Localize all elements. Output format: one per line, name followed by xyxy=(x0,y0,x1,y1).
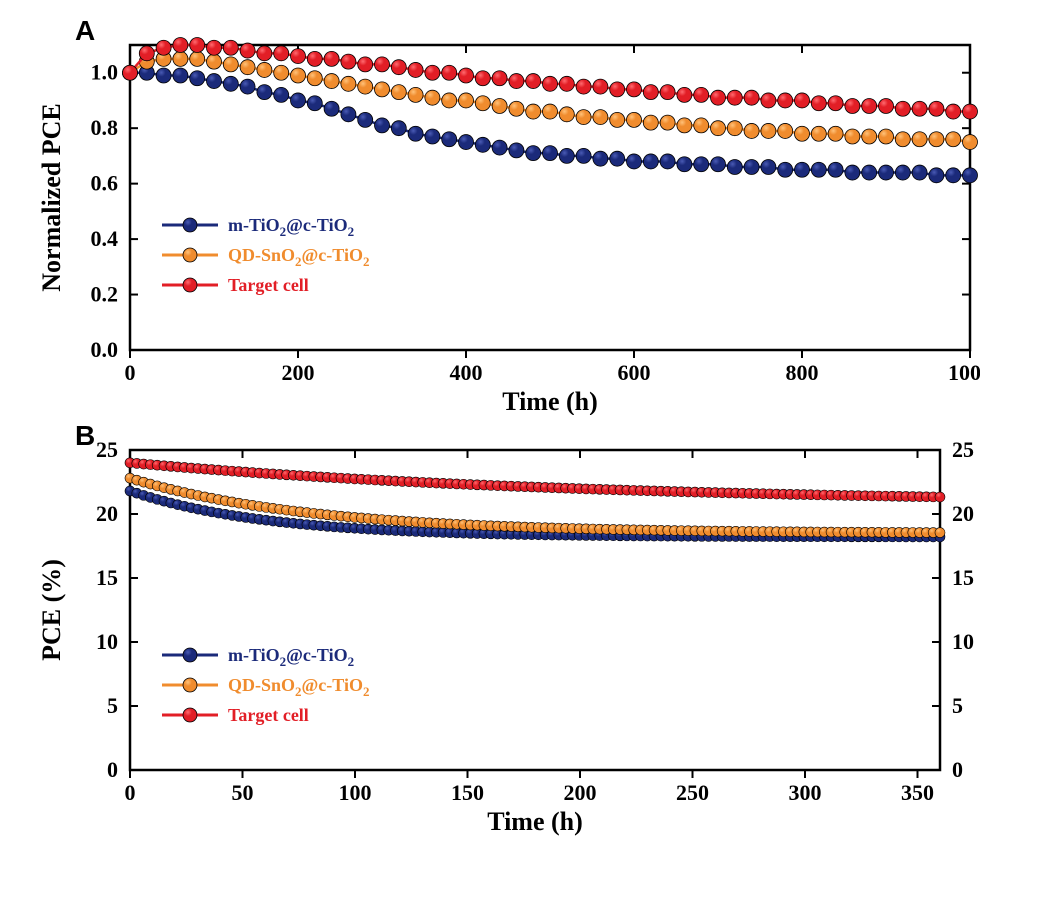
chart-b: 0501001502002503003500510152025051015202… xyxy=(20,425,980,840)
svg-text:0.8: 0.8 xyxy=(91,115,119,140)
svg-text:0: 0 xyxy=(107,757,118,782)
svg-text:0.0: 0.0 xyxy=(91,337,119,362)
svg-text:50: 50 xyxy=(232,780,254,805)
svg-text:10: 10 xyxy=(952,629,974,654)
chart-a: 0 200 400 600 800 1000 0.0 0.2 0.4 0.6 0.8 1.0 Time … xyxy=(20,20,980,415)
svg-text:Time (h): Time (h) xyxy=(487,807,583,836)
panel-a-label: A xyxy=(75,15,95,47)
svg-text:100: 100 xyxy=(339,780,372,805)
svg-text:Target cell: Target cell xyxy=(228,275,309,295)
svg-text:20: 20 xyxy=(96,501,118,526)
svg-text:150: 150 xyxy=(451,780,484,805)
svg-text:1000: 1000 xyxy=(948,360,980,385)
svg-text:0.2: 0.2 xyxy=(91,282,119,307)
svg-text:15: 15 xyxy=(96,565,118,590)
svg-text:Target cell: Target cell xyxy=(228,705,309,725)
svg-text:m-TiO2@c-TiO2: m-TiO2@c-TiO2 xyxy=(228,215,354,239)
svg-text:600: 600 xyxy=(618,360,651,385)
svg-text:QD-SnO2@c-TiO2: QD-SnO2@c-TiO2 xyxy=(228,675,369,699)
svg-text:300: 300 xyxy=(789,780,822,805)
svg-text:350: 350 xyxy=(901,780,934,805)
svg-text:5: 5 xyxy=(107,693,118,718)
svg-text:1.0: 1.0 xyxy=(91,60,119,85)
svg-text:5: 5 xyxy=(952,693,963,718)
svg-text:15: 15 xyxy=(952,565,974,590)
figure: A 020040060080010000.00.20.40.60.81.0Tim… xyxy=(20,20,1020,840)
svg-text:200: 200 xyxy=(564,780,597,805)
svg-text:0: 0 xyxy=(125,360,136,385)
svg-text:25: 25 xyxy=(952,437,974,462)
svg-text:0.4: 0.4 xyxy=(91,226,119,251)
panel-a: A 020040060080010000.00.20.40.60.81.0Tim… xyxy=(20,20,1020,415)
svg-text:400: 400 xyxy=(450,360,483,385)
svg-text:20: 20 xyxy=(952,501,974,526)
svg-text:25: 25 xyxy=(96,437,118,462)
svg-text:m-TiO2@c-TiO2: m-TiO2@c-TiO2 xyxy=(228,645,354,669)
svg-text:PCE (%): PCE (%) xyxy=(37,559,66,661)
svg-text:Time (h): Time (h) xyxy=(502,387,598,415)
svg-text:0: 0 xyxy=(125,780,136,805)
svg-text:0: 0 xyxy=(952,757,963,782)
svg-text:0.6: 0.6 xyxy=(91,171,119,196)
svg-text:200: 200 xyxy=(282,360,315,385)
svg-text:Normalized PCE: Normalized PCE xyxy=(37,103,66,291)
panel-b-label: B xyxy=(75,420,95,452)
panel-b: B 05010015020025030035005101520250510152… xyxy=(20,425,1020,840)
svg-text:250: 250 xyxy=(676,780,709,805)
svg-text:QD-SnO2@c-TiO2: QD-SnO2@c-TiO2 xyxy=(228,245,369,269)
svg-text:800: 800 xyxy=(786,360,819,385)
svg-text:10: 10 xyxy=(96,629,118,654)
